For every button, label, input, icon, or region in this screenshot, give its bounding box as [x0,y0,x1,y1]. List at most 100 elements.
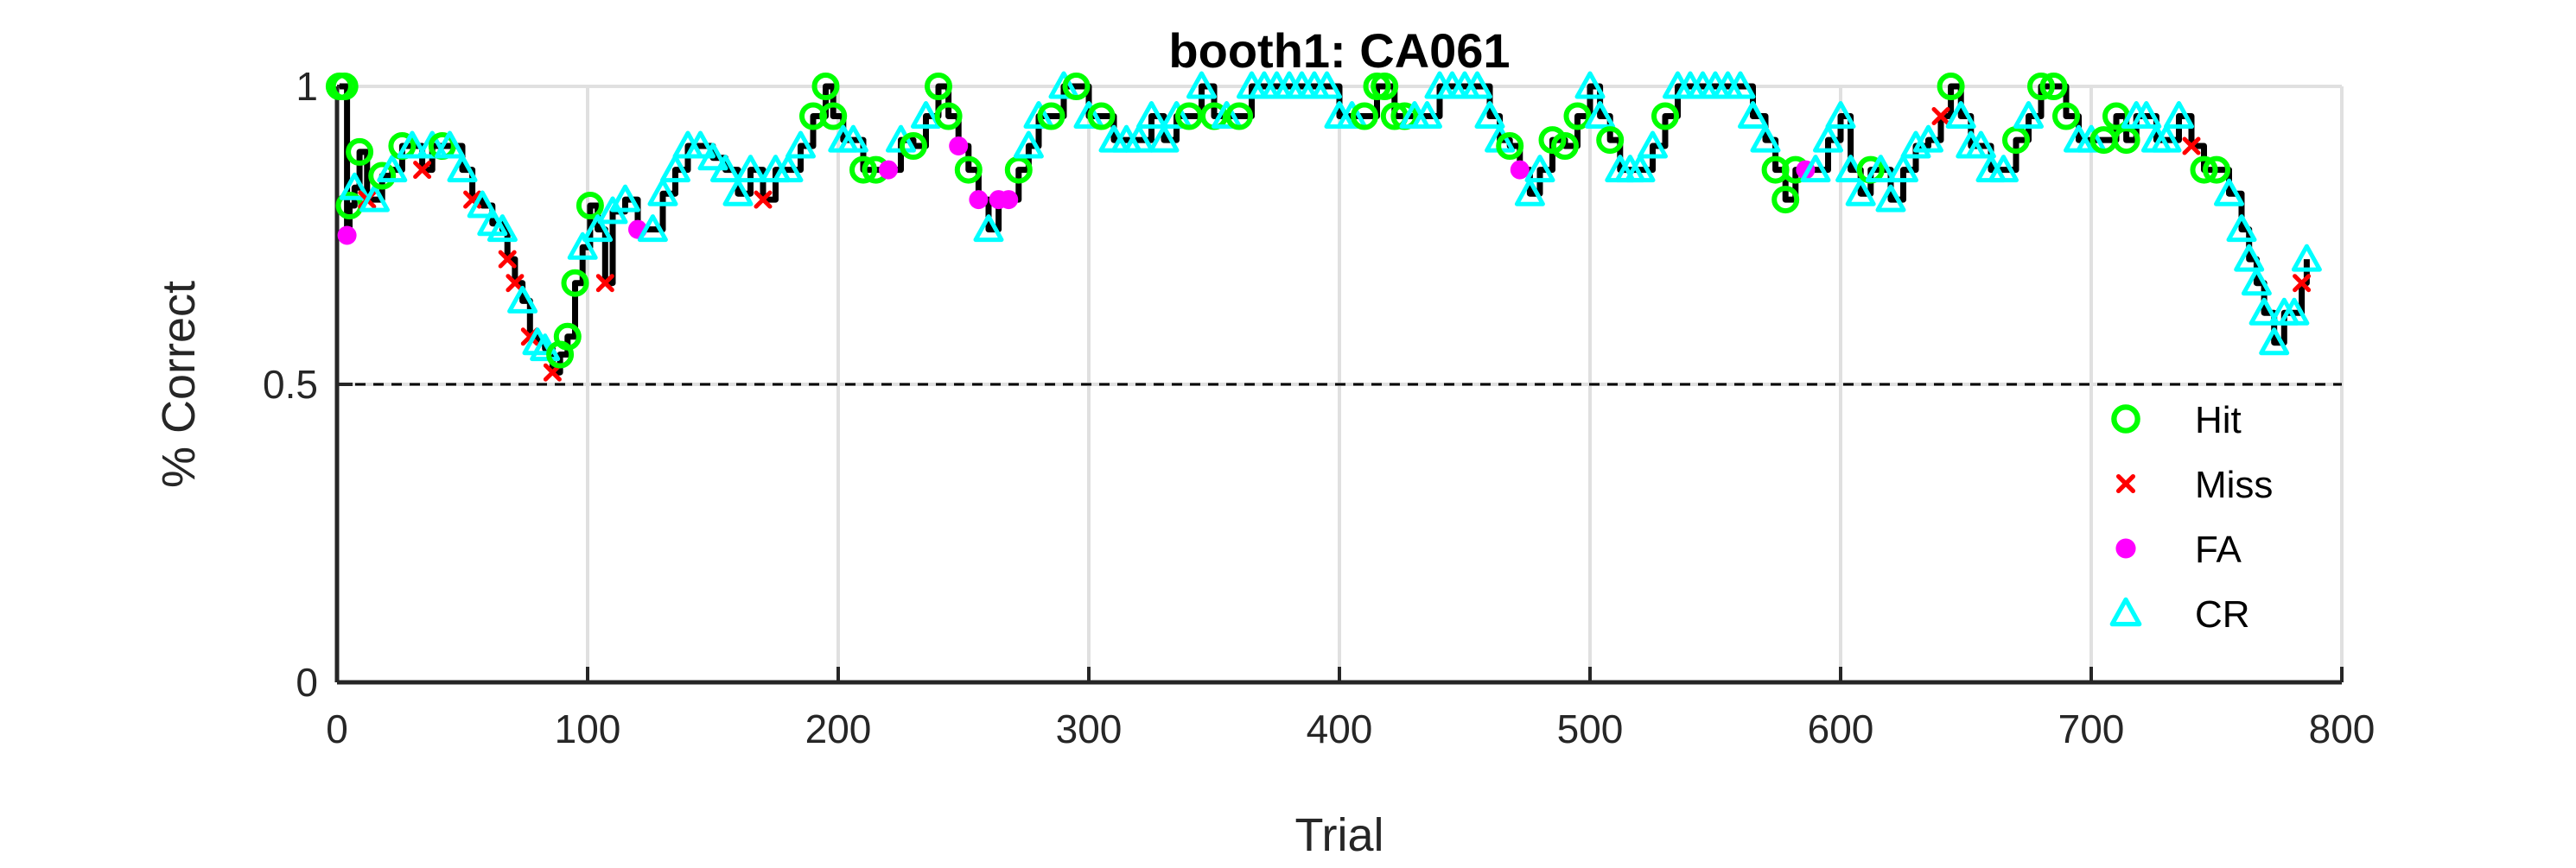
data-point-cr [417,130,448,159]
data-point-hit [954,155,983,184]
legend-marker-miss [2115,473,2136,494]
data-point-cr [637,214,668,243]
data-point-cr [1725,71,1756,99]
series-line-layer [339,83,2310,376]
data-point-cr [973,214,1004,243]
legend-marker-cr [2109,597,2142,627]
data-point-cr [1474,101,1505,129]
data-point-cr [487,214,518,243]
data-point-hit [561,269,589,297]
legend-marker-fa [2115,538,2136,559]
data-point-cr [1123,124,1154,153]
data-point-hit [2027,73,2055,100]
data-point-cr [647,178,678,206]
data-point-hit [1771,186,1800,214]
data-point-hit [2203,155,2230,184]
data-point-fa [999,190,1019,210]
data-point-hit [925,73,952,100]
data-point-fa [1510,160,1530,180]
data-point-hit [1551,132,1579,160]
percent-correct-line [339,83,2310,376]
data-point-hit [1351,102,1378,130]
legend-label-cr: CR [2195,593,2250,636]
data-point-hit [1496,132,1524,160]
data-point-markers [325,71,2322,382]
y-axis-label: % Correct [153,281,205,488]
data-point-hit [368,162,397,190]
data-point-hit [1563,102,1592,130]
x-tick-label: 800 [2309,706,2376,751]
data-point-cr [1875,184,1906,212]
data-point-fa [337,225,357,245]
data-point-cr [1186,71,1217,99]
data-point-cr [1148,124,1180,153]
data-point-cr [467,190,498,219]
data-point-hit [2039,73,2068,100]
data-point-hit [819,102,848,130]
data-point-cr [1913,124,1943,153]
data-point-cr [2013,101,2044,129]
x-tick-label: 200 [805,706,872,751]
data-point-cr [1750,124,1781,153]
data-point-cr [1988,155,2019,183]
y-tick-label: 0 [296,660,318,705]
data-point-cr [2291,244,2322,272]
data-point-cr [435,130,465,159]
data-point-hit [1651,102,1679,130]
data-point-hit [346,137,374,166]
data-point-hit [1937,73,1965,100]
data-point-hit [1371,73,1399,100]
x-tick-label: 700 [2058,706,2125,751]
data-point-fa [879,160,898,180]
legend: Hit Miss FA CR [2109,399,2273,636]
data-point-cr [582,214,614,243]
data-point-cr [2279,297,2310,326]
data-point-cr [339,172,370,200]
data-point-cr [2214,178,2244,206]
x-axis-label: Trial [1295,809,1384,861]
data-point-miss [498,250,517,269]
data-point-cr [1800,155,1831,183]
data-point-cr [1337,101,1367,129]
data-point-cr [2241,268,2272,296]
data-point-cr [735,155,766,183]
data-point-cr [2164,101,2194,129]
data-point-hit [2052,102,2080,130]
data-point-cr [710,155,741,183]
data-point-cr [567,231,598,260]
data-point-cr [377,155,408,183]
data-point-miss [754,190,773,209]
data-point-hit [2190,155,2218,184]
y-tick-label: 1 [296,64,318,109]
axes [334,85,2344,685]
data-point-cr [2131,101,2162,129]
y-tick-label: 0.5 [263,362,318,407]
data-point-cr [1825,101,1856,129]
data-point-cr [1462,71,1492,99]
data-point-hit [2112,126,2140,155]
data-point-hit [1062,73,1091,100]
data-point-hit [1037,102,1065,130]
data-point-cr [1212,101,1242,129]
data-point-cr [1900,130,1931,159]
x-tick-label: 300 [1056,706,1123,751]
data-point-hit [849,155,877,184]
data-point-cr [1136,101,1167,129]
data-point-cr [1514,178,1545,206]
data-point-fa [949,136,969,155]
data-point-fa [969,190,989,210]
data-point-cr [1638,130,1668,159]
data-point-miss [506,274,525,293]
data-point-miss [2293,274,2312,293]
data-point-cr [1865,155,1896,183]
data-point-cr [1073,101,1104,129]
data-point-cr [786,130,816,159]
data-point-hit [1225,102,1253,130]
data-point-cr [2076,124,2107,153]
data-point-cr [1412,101,1442,129]
data-point-hit [330,73,359,100]
data-point-cr [1524,155,1555,183]
legend-label-miss: Miss [2195,464,2273,506]
data-point-cr [697,143,728,171]
